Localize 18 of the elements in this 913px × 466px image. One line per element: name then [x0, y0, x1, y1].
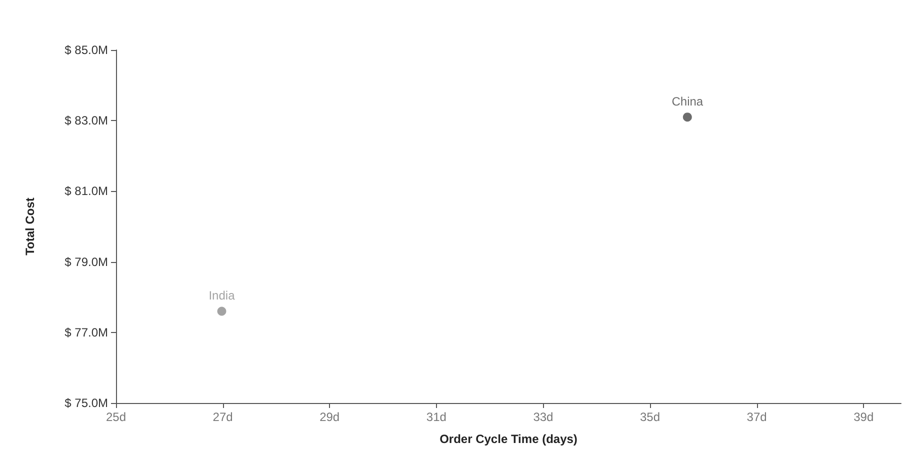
series-label: India: [208, 288, 236, 303]
x-tick-label: 25d: [106, 410, 126, 424]
y-tick-label: $ 79.0M: [64, 254, 108, 269]
y-tick-label: $ 81.0M: [64, 184, 108, 198]
x-axis-title: Order Cycle Time (days): [440, 432, 578, 446]
y-tick-label: $ 85.0M: [64, 43, 108, 57]
x-tick-label: 29d: [320, 410, 340, 424]
x-tick-label: 27d: [212, 410, 233, 424]
x-tick-label: 33d: [533, 410, 554, 424]
x-tick-label: 35d: [640, 410, 660, 424]
y-axis-title: Total Cost: [23, 198, 37, 256]
y-tick-label: $ 75.0M: [64, 396, 108, 410]
x-tick-label: 39d: [854, 410, 874, 424]
x-tick-label: 31d: [426, 410, 446, 424]
series-label: China: [672, 94, 704, 109]
y-tick-label: $ 77.0M: [64, 325, 108, 340]
y-tick-label: $ 83.0M: [64, 114, 108, 128]
x-tick-label: 37d: [746, 410, 767, 424]
